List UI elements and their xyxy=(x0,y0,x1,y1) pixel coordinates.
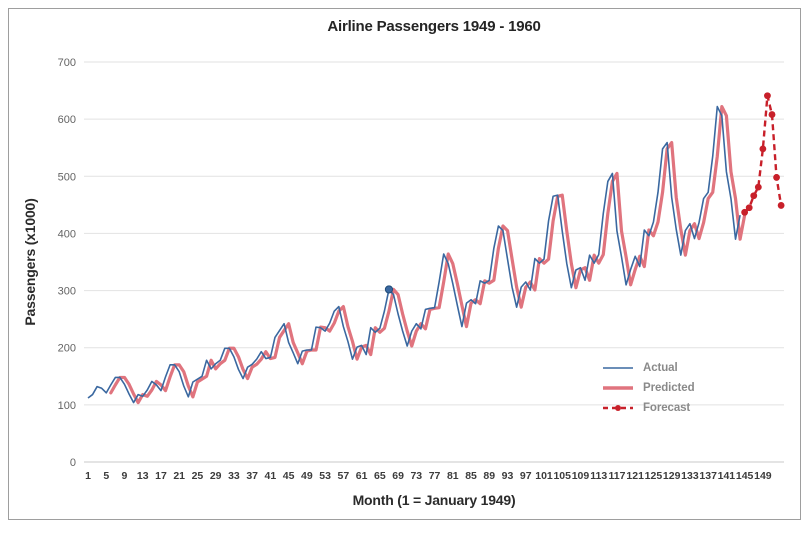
y-tick-label: 500 xyxy=(58,171,76,183)
chart-border xyxy=(8,8,801,520)
y-tick-label: 0 xyxy=(70,457,76,469)
legend-line-sample-actual xyxy=(603,367,633,369)
x-tick-label: 141 xyxy=(718,470,736,482)
forecast-marker xyxy=(764,92,771,100)
forecast-marker xyxy=(750,192,758,200)
x-tick-label: 93 xyxy=(502,470,514,482)
x-tick-label: 109 xyxy=(572,470,590,482)
x-tick-label: 117 xyxy=(608,470,625,482)
predicted-line xyxy=(109,104,747,405)
x-tick-label: 45 xyxy=(283,470,295,482)
legend-item-actual[interactable]: Actual xyxy=(601,358,751,378)
legend-label-forecast: Forecast xyxy=(643,402,691,414)
x-tick-label: 101 xyxy=(535,470,553,482)
x-tick-label: 149 xyxy=(754,470,772,482)
x-tick-label: 89 xyxy=(483,470,495,482)
legend: Actual Predicted Forecast xyxy=(601,358,751,418)
x-tick-label: 137 xyxy=(699,470,717,482)
x-tick-label: 61 xyxy=(356,470,368,482)
legend-item-predicted[interactable]: Predicted xyxy=(601,378,751,398)
x-tick-label: 121 xyxy=(626,470,644,482)
x-tick-label: 105 xyxy=(553,470,571,482)
x-tick-label: 25 xyxy=(192,470,204,482)
x-tick-label: 9 xyxy=(122,470,128,482)
x-tick-label: 29 xyxy=(210,470,222,482)
x-tick-label: 65 xyxy=(374,470,386,482)
x-tick-label: 13 xyxy=(137,470,149,482)
y-tick-label: 100 xyxy=(58,400,76,412)
actual-highlight-dot xyxy=(384,285,394,294)
legend-label-actual: Actual xyxy=(643,362,678,374)
x-tick-label: 49 xyxy=(301,470,313,482)
legend-item-forecast[interactable]: Forecast xyxy=(601,398,751,418)
forecast-marker xyxy=(773,174,780,181)
legend-line-sample-forecast xyxy=(603,405,633,411)
x-tick-label: 53 xyxy=(319,470,331,482)
y-tick-label: 600 xyxy=(58,114,76,126)
x-tick-label: 129 xyxy=(663,470,681,482)
x-tick-label: 21 xyxy=(173,470,185,482)
x-tick-label: 77 xyxy=(429,470,441,482)
y-tick-label: 700 xyxy=(58,57,76,69)
forecast-marker xyxy=(754,183,762,191)
x-tick-label: 81 xyxy=(447,470,459,482)
forecast-line xyxy=(743,94,783,214)
x-tick-label: 73 xyxy=(410,470,422,482)
forecast-marker xyxy=(741,208,749,216)
actual-line xyxy=(87,105,741,404)
x-tick-label: 145 xyxy=(736,470,754,482)
y-tick-label: 400 xyxy=(58,228,76,240)
x-tick-label: 41 xyxy=(265,470,277,482)
x-tick-label: 1 xyxy=(85,470,91,482)
x-tick-label: 85 xyxy=(465,470,477,482)
y-tick-label: 300 xyxy=(58,286,76,298)
x-tick-label: 37 xyxy=(246,470,258,482)
forecast-marker xyxy=(768,111,776,118)
x-tick-label: 57 xyxy=(338,470,350,482)
x-tick-label: 33 xyxy=(228,470,240,482)
x-tick-label: 125 xyxy=(645,470,663,482)
forecast-marker xyxy=(745,204,753,212)
forecast-marker xyxy=(777,202,785,209)
chart-title: Airline Passengers 1949 - 1960 xyxy=(327,18,541,35)
x-tick-label: 5 xyxy=(103,470,109,482)
forecast-marker xyxy=(759,145,767,153)
legend-line-sample-predicted xyxy=(603,386,633,390)
y-tick-label: 200 xyxy=(58,343,76,355)
legend-label-predicted: Predicted xyxy=(643,382,695,394)
x-tick-label: 17 xyxy=(155,470,167,482)
x-tick-label: 133 xyxy=(681,470,699,482)
x-tick-label: 69 xyxy=(392,470,404,482)
x-tick-label: 113 xyxy=(590,470,607,482)
x-axis-title: Month (1 = January 1949) xyxy=(352,492,516,508)
x-tick-label: 97 xyxy=(520,470,532,482)
